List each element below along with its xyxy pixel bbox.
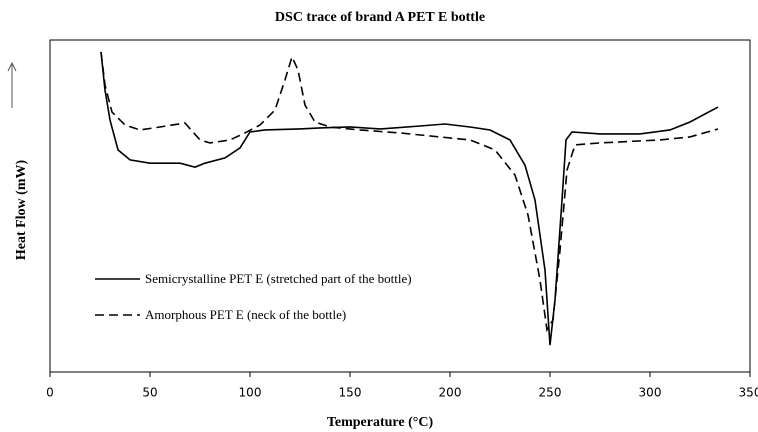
x-tick-label: 350 <box>739 386 758 400</box>
x-tick-label: 150 <box>339 386 362 400</box>
y-arrow-head <box>7 61 17 72</box>
legend-label: Semicrystalline PET E (stretched part of… <box>145 271 412 286</box>
series-line <box>100 51 719 346</box>
plot-frame <box>49 39 751 373</box>
legend-label: Amorphous PET E (neck of the bottle) <box>145 307 347 322</box>
x-tick-label: 0 <box>46 386 54 400</box>
y-axis-label: Heat Flow (mW) <box>14 160 29 261</box>
x-tick-label: 300 <box>639 386 662 400</box>
x-tick-label: 50 <box>142 386 157 400</box>
x-tick-label: 100 <box>239 386 262 400</box>
x-tick-label: 250 <box>539 386 562 400</box>
series-line <box>100 51 719 333</box>
x-axis-label: Temperature (°C) <box>327 415 434 430</box>
x-tick-label: 200 <box>439 386 462 400</box>
chart-title: DSC trace of brand A PET E bottle <box>275 10 485 25</box>
